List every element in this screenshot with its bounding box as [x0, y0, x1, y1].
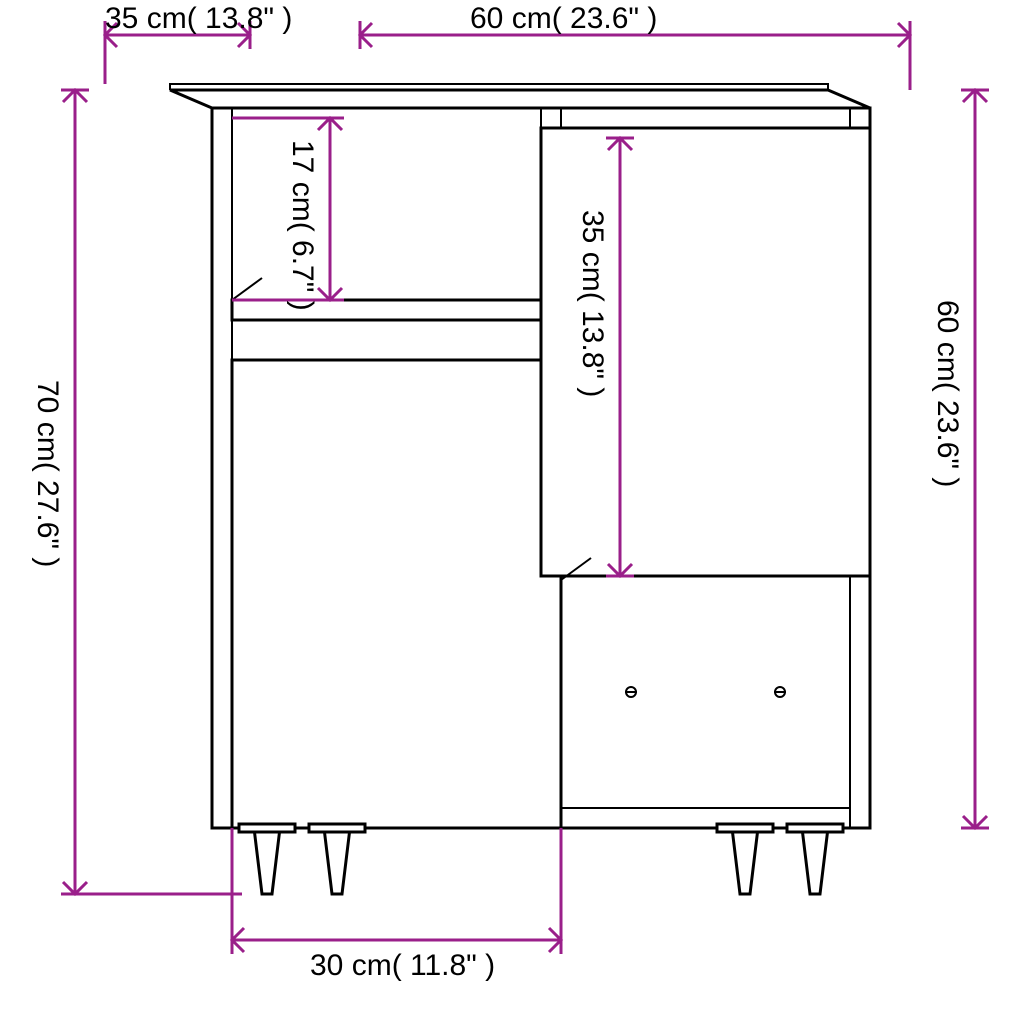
furniture-drawing — [170, 84, 870, 894]
dim-width-label: 60 cm( 23.6" ) — [470, 2, 657, 35]
dim-height-body-label: 60 cm( 23.6" ) — [931, 300, 964, 487]
dim-door-w-label: 30 cm( 11.8" ) — [310, 949, 495, 982]
dim-depth-label: 35 cm( 13.8" ) — [105, 2, 292, 35]
dim-door-h-label: 35 cm( 13.8" ) — [576, 210, 609, 397]
dim-shelf-label: 17 cm( 6.7" ) — [286, 140, 319, 311]
dim-height-total-label: 70 cm( 27.6" ) — [31, 380, 64, 567]
